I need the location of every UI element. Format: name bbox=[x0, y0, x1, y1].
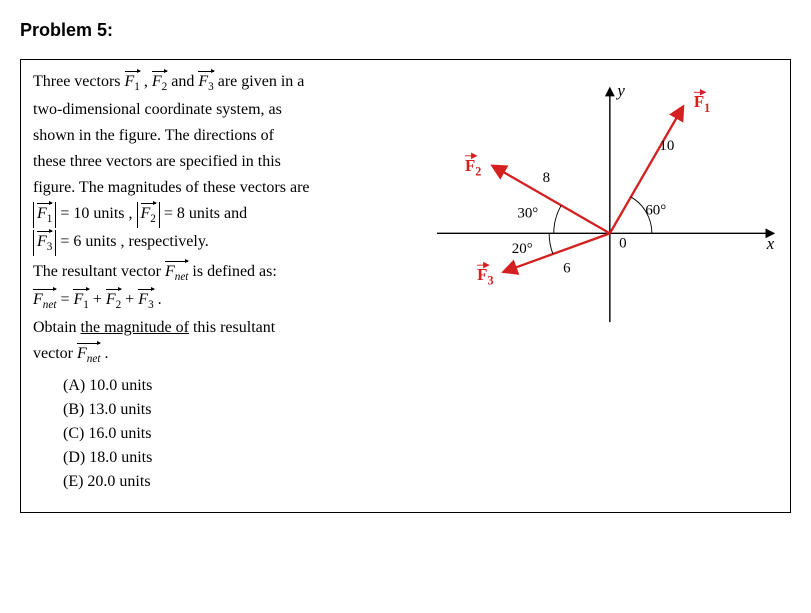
vector-f1: F1 bbox=[125, 70, 140, 96]
obtain-2: this resultant bbox=[193, 319, 275, 336]
mag2-value: = 8 units and bbox=[164, 205, 247, 222]
and-text: and bbox=[171, 73, 198, 90]
vector-fnet: Fnet bbox=[165, 260, 188, 286]
vector-f2-line bbox=[493, 166, 610, 233]
eq-f3: F3 bbox=[138, 288, 153, 314]
resultant-def-2: is defined as: bbox=[192, 263, 276, 280]
f1-label: F1 bbox=[694, 92, 710, 115]
y-axis-label: y bbox=[615, 81, 625, 100]
obtain-3: vector bbox=[33, 345, 77, 362]
option-a: (A) 10.0 units bbox=[63, 374, 413, 398]
problem-text: Three vectors F1 , F2 and F3 are given i… bbox=[33, 70, 413, 494]
mag3-value: = 6 units , respectively. bbox=[60, 233, 208, 250]
mag1-value: = 10 units , bbox=[60, 205, 136, 222]
arc-f3 bbox=[549, 233, 553, 254]
obtain-end: . bbox=[104, 345, 108, 362]
x-axis-label: x bbox=[766, 234, 775, 253]
comma: , bbox=[144, 73, 152, 90]
line5: figure. The magnitudes of these vectors … bbox=[33, 176, 413, 200]
eq-fnet: Fnet bbox=[33, 288, 56, 314]
option-b: (B) 13.0 units bbox=[63, 398, 413, 422]
diagram-svg: y x 0 F1 F2 F3 10 8 6 60° 30° bbox=[423, 70, 778, 350]
arc-f2 bbox=[554, 205, 561, 233]
vector-diagram: y x 0 F1 F2 F3 10 8 6 60° 30° bbox=[423, 70, 778, 494]
intro-text: Three vectors bbox=[33, 73, 125, 90]
plus-2: + bbox=[125, 291, 138, 308]
option-c: (C) 16.0 units bbox=[63, 422, 413, 446]
plus-1: + bbox=[93, 291, 106, 308]
eq-sign: = bbox=[60, 291, 73, 308]
magnitude-f2: F2 bbox=[137, 202, 160, 228]
answer-options: (A) 10.0 units (B) 13.0 units (C) 16.0 u… bbox=[33, 374, 413, 494]
eq-f1: F1 bbox=[73, 288, 88, 314]
line2: two-dimensional coordinate system, as bbox=[33, 98, 413, 122]
obtain-underline: the magnitude of bbox=[81, 319, 189, 336]
obtain-1: Obtain bbox=[33, 319, 81, 336]
f3-magnitude-label: 6 bbox=[563, 261, 571, 277]
line3: shown in the figure. The directions of bbox=[33, 124, 413, 148]
eq-end: . bbox=[158, 291, 162, 308]
f2-magnitude-label: 8 bbox=[543, 170, 550, 186]
problem-title: Problem 5: bbox=[20, 20, 791, 41]
f2-angle-label: 30° bbox=[517, 205, 538, 221]
resultant-def-1: The resultant vector bbox=[33, 263, 165, 280]
f2-label: F2 bbox=[465, 156, 481, 179]
line4: these three vectors are specified in thi… bbox=[33, 150, 413, 174]
magnitude-f1: F1 bbox=[33, 202, 56, 228]
vector-f3: F3 bbox=[198, 70, 213, 96]
f3-angle-label: 20° bbox=[512, 241, 533, 257]
origin-label: 0 bbox=[619, 235, 626, 251]
f1-angle-label: 60° bbox=[645, 203, 666, 219]
option-d: (D) 18.0 units bbox=[63, 446, 413, 470]
option-e: (E) 20.0 units bbox=[63, 470, 413, 494]
intro-text-2: are given in a bbox=[218, 73, 305, 90]
content-box: Three vectors F1 , F2 and F3 are given i… bbox=[20, 59, 791, 513]
eq-f2: F2 bbox=[106, 288, 121, 314]
f1-magnitude-label: 10 bbox=[659, 138, 674, 154]
vector-f2: F2 bbox=[152, 70, 167, 96]
vector-fnet-2: Fnet bbox=[77, 342, 100, 368]
f3-label: F3 bbox=[477, 265, 493, 288]
magnitude-f3: F3 bbox=[33, 230, 56, 256]
